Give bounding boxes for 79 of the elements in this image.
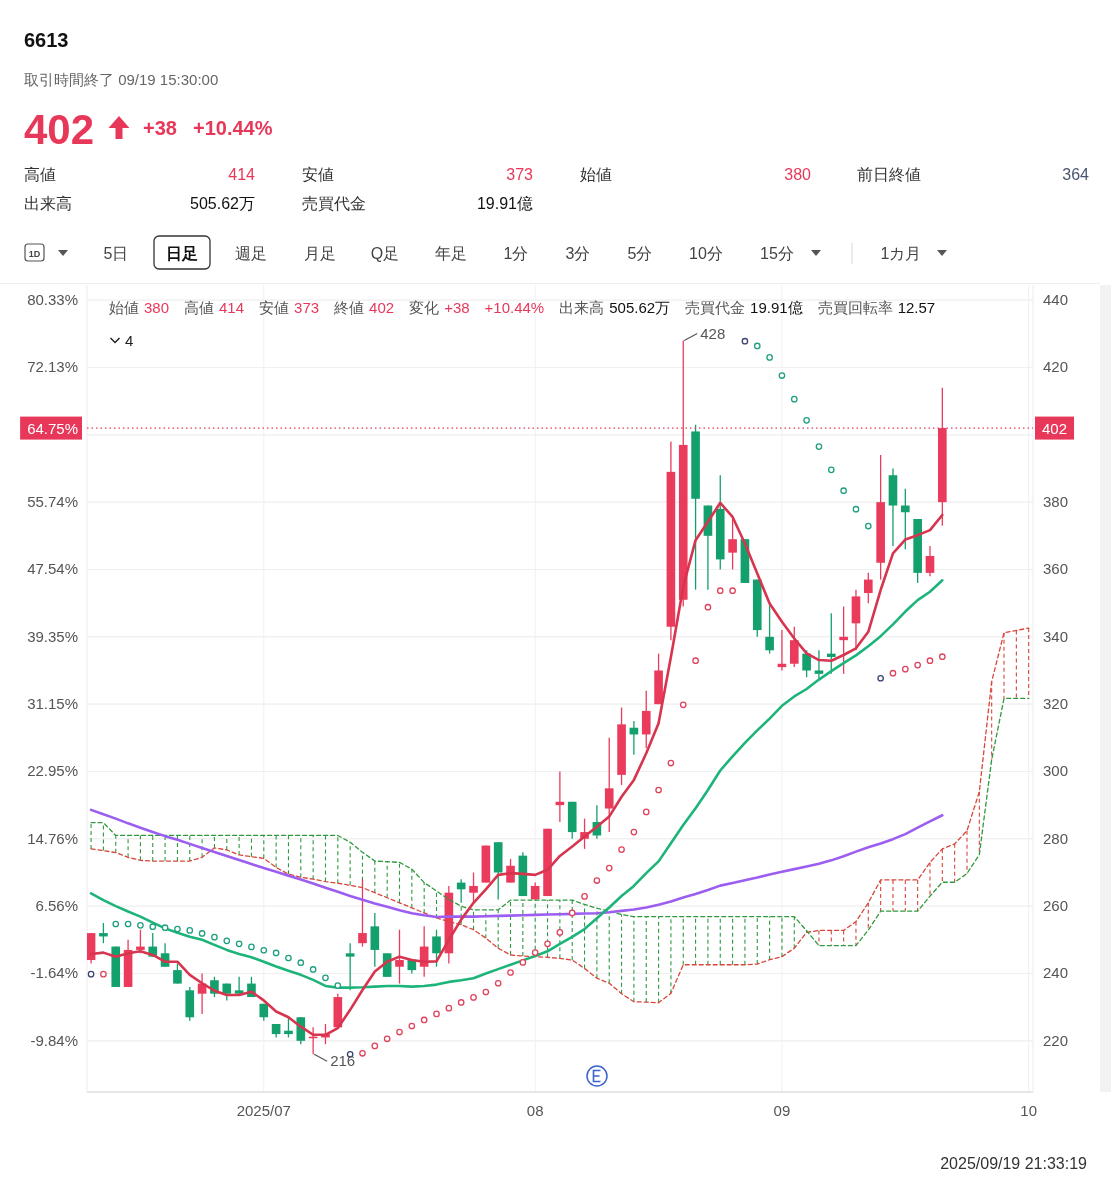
y-tick-label: 39.35%	[27, 627, 78, 645]
annotation: 402	[369, 299, 395, 316]
text: 前日終値	[857, 166, 921, 183]
annotation: 4	[125, 332, 134, 349]
text: 15分	[760, 245, 794, 262]
y2-tick-label: 260	[1043, 897, 1069, 915]
y-tick-label: 55.74%	[27, 493, 78, 511]
text: 1カ月	[880, 245, 922, 262]
text: 売買代金	[302, 195, 366, 212]
text: 19.91億	[476, 195, 533, 212]
y-tick-label: -1.64%	[30, 964, 78, 982]
annotation: 終値	[333, 299, 365, 316]
annotation: 変化	[409, 299, 440, 316]
y2-tick-label: 420	[1043, 358, 1069, 376]
y-tick-label: 47.54%	[27, 560, 78, 578]
y2-tick-label: 340	[1043, 627, 1069, 645]
text: 日足	[166, 245, 198, 262]
y-tick-label: 64.75%	[27, 419, 78, 437]
text: 週足	[235, 245, 267, 262]
text: 6613	[24, 29, 69, 51]
annotation: 505.62万	[609, 299, 671, 316]
annotation: 売買代金	[685, 299, 746, 316]
text: 3分	[565, 245, 591, 262]
y-tick-label: 6.56%	[35, 897, 78, 915]
y-tick-label: 22.95%	[27, 762, 78, 780]
y2-tick-label: 380	[1043, 493, 1069, 511]
annotation: 380	[144, 299, 170, 316]
text: 始値	[580, 166, 612, 183]
text: 373	[506, 166, 534, 183]
text: 505.62万	[190, 195, 255, 212]
text: 1分	[503, 245, 529, 262]
ref-line-label: 402	[1042, 419, 1068, 437]
text: 364	[1062, 166, 1090, 183]
annotation: +10.44%	[484, 299, 545, 316]
y-tick-label: 31.15%	[27, 695, 78, 713]
text: 402	[24, 106, 95, 153]
text: 取引時間終了 09/19 15:30:00	[24, 71, 219, 88]
text: 5分	[627, 245, 653, 262]
text: 安値	[302, 166, 334, 183]
annotation: 始値	[109, 299, 139, 316]
y2-tick-label: 300	[1043, 762, 1069, 780]
annotation: 安値	[259, 299, 290, 316]
text: 414	[228, 166, 256, 183]
annotation: 出来高	[559, 299, 605, 316]
annotation: 売買回転率	[817, 299, 893, 316]
text: 1D	[28, 248, 41, 259]
text: 2025/09/19 21:33:19	[940, 1155, 1088, 1172]
x-tick-label: 08	[526, 1102, 544, 1119]
text: 5日	[103, 245, 129, 262]
text: +10.44%	[193, 117, 273, 139]
y2-tick-label: 440	[1043, 291, 1069, 309]
text: 10分	[689, 245, 723, 262]
annotation: 216	[330, 1052, 356, 1070]
y-tick-label: -9.84%	[30, 1031, 78, 1049]
annotation: 19.91億	[750, 299, 803, 316]
y-tick-label: 72.13%	[27, 358, 78, 376]
text: Q足	[370, 245, 400, 262]
text: 出来高	[24, 195, 72, 212]
annotation: 428	[700, 324, 726, 342]
y2-tick-label: 240	[1043, 964, 1069, 982]
y-tick-label: 80.33%	[27, 291, 78, 309]
annotation: 高値	[184, 299, 215, 316]
annotation: 414	[219, 299, 245, 316]
y2-tick-label: 360	[1043, 560, 1069, 578]
text: +38	[143, 117, 177, 139]
y-tick-label: 14.76%	[27, 829, 78, 847]
y2-tick-label: 220	[1043, 1031, 1069, 1049]
annotation: +38	[444, 299, 470, 316]
y2-tick-label: 320	[1043, 695, 1069, 713]
x-tick-label: 2025/07	[236, 1102, 291, 1119]
annotation: 373	[294, 299, 320, 316]
text: 380	[784, 166, 812, 183]
text: 月足	[304, 245, 336, 262]
x-tick-label: 09	[773, 1102, 791, 1119]
y2-tick-label: 280	[1043, 829, 1069, 847]
text: 高値	[24, 166, 56, 183]
annotation: 12.57	[897, 299, 936, 316]
text: 年足	[435, 245, 467, 262]
x-tick-label: 10	[1020, 1102, 1038, 1119]
